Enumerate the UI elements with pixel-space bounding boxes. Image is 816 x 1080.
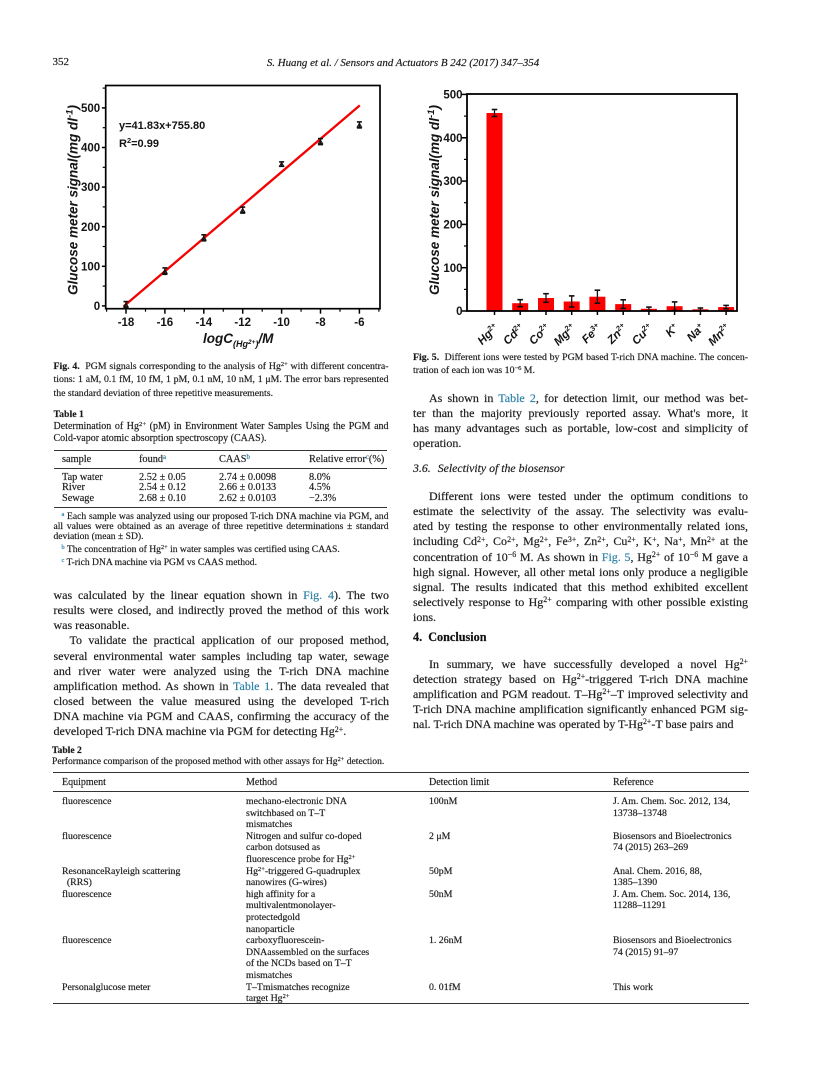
svg-text:R2=0.99: R2=0.99 <box>119 136 159 150</box>
svg-text:Co2+: Co2+ <box>526 320 553 347</box>
svg-text:Fe3+: Fe3+ <box>579 320 605 346</box>
svg-text:400: 400 <box>81 143 100 155</box>
svg-text:Mg2+: Mg2+ <box>551 320 579 348</box>
svg-text:500: 500 <box>443 90 462 102</box>
svg-text:logC(Hg2+)/M: logC(Hg2+)/M <box>203 331 274 349</box>
svg-text:0: 0 <box>94 301 100 313</box>
svg-text:Glucose meter signal(mg dl-1): Glucose meter signal(mg dl-1) <box>64 105 80 296</box>
svg-text:y=41.83x+755.80: y=41.83x+755.80 <box>119 120 205 132</box>
svg-text:200: 200 <box>443 220 462 232</box>
svg-text:-6: -6 <box>354 317 364 329</box>
svg-text:-14: -14 <box>195 317 212 329</box>
svg-text:-16: -16 <box>157 317 174 329</box>
svg-text:100: 100 <box>81 261 100 273</box>
svg-text:-18: -18 <box>118 317 135 329</box>
svg-text:Na+: Na+ <box>684 320 708 344</box>
svg-text:100: 100 <box>443 263 462 275</box>
svg-text:-8: -8 <box>315 317 326 329</box>
svg-text:-12: -12 <box>234 317 251 329</box>
svg-text:Hg2+: Hg2+ <box>474 320 501 347</box>
svg-text:Cu2+: Cu2+ <box>629 320 656 347</box>
svg-text:200: 200 <box>81 222 100 234</box>
svg-text:K+: K+ <box>662 320 681 339</box>
svg-text:300: 300 <box>443 176 462 188</box>
svg-text:Cd2+: Cd2+ <box>500 320 527 347</box>
svg-text:-10: -10 <box>273 317 290 329</box>
svg-text:400: 400 <box>443 133 462 145</box>
svg-text:500: 500 <box>81 103 100 115</box>
svg-text:Glucose meter signal(mg dl-1): Glucose meter signal(mg dl-1) <box>426 105 442 296</box>
svg-text:Zn2+: Zn2+ <box>603 320 630 347</box>
svg-text:Mn2+: Mn2+ <box>705 320 733 348</box>
svg-text:0: 0 <box>456 306 462 318</box>
svg-text:300: 300 <box>81 182 100 194</box>
